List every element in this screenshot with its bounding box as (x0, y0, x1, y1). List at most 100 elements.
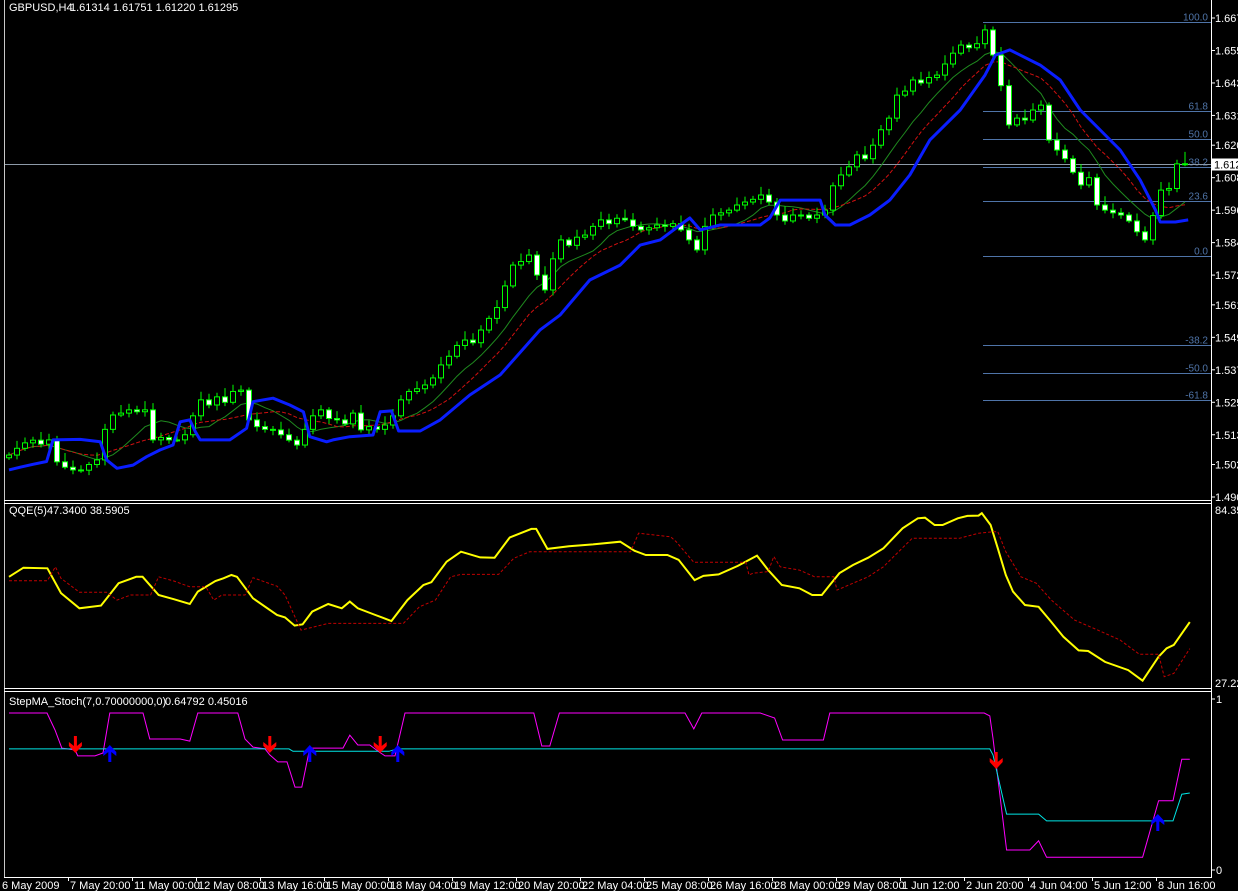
qqe-signal-line (9, 531, 1191, 678)
candle (1166, 182, 1172, 196)
candle (606, 213, 612, 230)
candle-body (302, 428, 308, 446)
candle-body (334, 418, 340, 421)
candle-body (414, 388, 420, 392)
sell-arrow-icon (263, 736, 277, 753)
candle-body (270, 428, 276, 431)
candle (1070, 155, 1076, 175)
candle-body (54, 439, 60, 463)
candle (910, 76, 916, 96)
candle-body (110, 414, 116, 430)
candle-body (86, 464, 92, 471)
candle (398, 395, 404, 418)
price-tick-label: 1.643 (1215, 78, 1238, 90)
stoch-values: 0.64792 0.45016 (165, 696, 248, 708)
fibonacci-level-label: 100.0 (1183, 13, 1208, 24)
candle (254, 412, 260, 432)
candle (590, 222, 596, 240)
candle (214, 392, 220, 411)
candle-body (1022, 117, 1028, 121)
candle (446, 350, 452, 369)
candle-body (886, 117, 892, 131)
candle-body (750, 198, 756, 203)
price-tick-label: 1.537 (1215, 365, 1238, 377)
candle (918, 71, 924, 86)
candle (1046, 102, 1052, 144)
time-tick-label: 2 Jun 20:00 (966, 880, 1024, 891)
candle-body (918, 79, 924, 84)
candle-body (1006, 85, 1012, 126)
candle (262, 421, 268, 433)
candle (70, 460, 76, 475)
candle (870, 138, 876, 164)
candle-body (558, 239, 564, 260)
candle (142, 401, 148, 417)
stoch-title: StepMA_Stoch(7,0.70000000,0) (9, 696, 166, 708)
candle (574, 229, 580, 250)
candle-body (462, 339, 468, 346)
time-tick-label: 28 May 00:00 (774, 880, 841, 891)
candle (846, 160, 852, 178)
candle (422, 379, 428, 394)
candle-body (454, 344, 460, 357)
candle (238, 385, 244, 396)
candle (1014, 114, 1020, 128)
band-line (8, 48, 1189, 472)
candle (750, 195, 756, 205)
fibonacci-level-label: 23.6 (1189, 192, 1209, 203)
price-tick-label: 1.631 (1215, 110, 1238, 122)
candle-body (1102, 204, 1108, 211)
candle-body (1134, 220, 1140, 233)
candle (406, 388, 412, 405)
candle-body (78, 469, 84, 472)
candle-body (1038, 104, 1044, 111)
candle-body (670, 223, 676, 227)
candle-body (590, 225, 596, 236)
candle (1110, 203, 1116, 219)
candle (1094, 173, 1100, 210)
candle-body (1030, 109, 1036, 121)
candle (1030, 103, 1036, 123)
candle (206, 393, 212, 409)
candle (718, 208, 724, 221)
time-tick-label: 18 May 04:00 (390, 880, 457, 891)
candle-body (990, 29, 996, 56)
candle (518, 253, 524, 270)
candle-body (998, 54, 1004, 87)
candle (758, 186, 764, 205)
candle-body (1062, 149, 1068, 160)
price-tick-label: 1.502 (1215, 460, 1238, 472)
slow-moving-average-line (8, 61, 1186, 456)
stepma-stoch-panel[interactable]: 10 (9, 694, 1222, 877)
candle-body (494, 307, 500, 319)
sell-arrow-icon (373, 736, 387, 753)
candle-body (350, 412, 356, 425)
candle (782, 206, 788, 225)
candle (182, 429, 188, 445)
candle (814, 207, 820, 224)
candle-body (222, 396, 228, 403)
time-tick-label: 7 May 20:00 (70, 880, 131, 891)
candle-body (894, 94, 900, 119)
candle (294, 436, 300, 450)
candle-body (478, 329, 484, 344)
price-panel[interactable]: 1.667 1.655 1.643 1.631 1.620 1.608 1.596 1.584… (5, 13, 1238, 505)
candle-body (1086, 177, 1092, 186)
qqe-panel[interactable]: 84.357 27.229 (8, 505, 1238, 690)
candle-body (742, 201, 748, 206)
buy-arrow-icon (391, 745, 405, 762)
candle (942, 55, 948, 81)
candle (558, 235, 564, 263)
candle (222, 388, 228, 407)
candle (926, 71, 932, 88)
time-tick-label: 12 May 08:00 (198, 880, 265, 891)
candle-body (6, 454, 12, 459)
candle (990, 26, 996, 59)
candle-body (782, 214, 788, 222)
candle (694, 235, 700, 253)
candle-body (406, 390, 412, 401)
price-tick-label: 1.549 (1215, 332, 1238, 344)
candle-body (1118, 212, 1124, 216)
